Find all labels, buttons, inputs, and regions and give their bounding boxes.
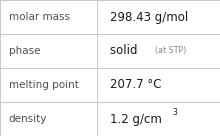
- Text: molar mass: molar mass: [9, 12, 70, 22]
- Text: density: density: [9, 114, 47, 124]
- Text: 1.2 g/cm: 1.2 g/cm: [110, 112, 162, 126]
- Text: phase: phase: [9, 46, 40, 56]
- Text: 207.7 °C: 207.7 °C: [110, 78, 161, 92]
- Text: 3: 3: [173, 108, 178, 117]
- Text: solid: solid: [110, 44, 145, 58]
- Text: (at STP): (at STP): [155, 47, 186, 55]
- Text: melting point: melting point: [9, 80, 79, 90]
- Text: 298.43 g/mol: 298.43 g/mol: [110, 10, 188, 24]
